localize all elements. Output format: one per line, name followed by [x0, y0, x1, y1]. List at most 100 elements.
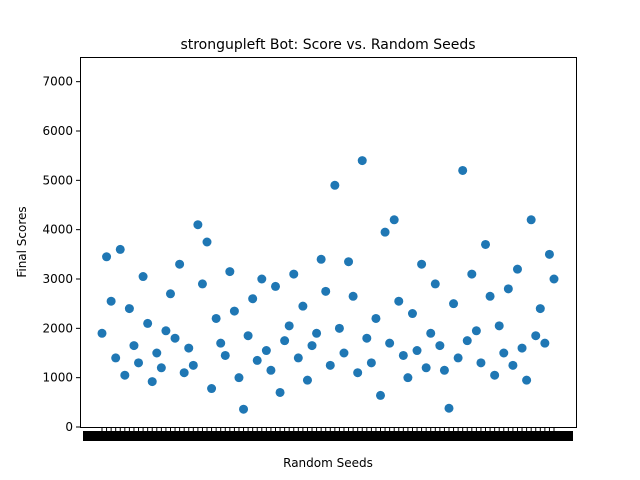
data-point [398, 350, 408, 360]
data-point [535, 304, 545, 314]
x-axis-label: Random Seeds [283, 456, 373, 470]
y-tick-label: 2000 [42, 321, 73, 335]
data-point [111, 353, 121, 363]
data-point [330, 180, 340, 190]
data-point [193, 220, 203, 230]
data-point [188, 360, 198, 370]
data-point [138, 272, 148, 282]
data-point [120, 370, 130, 380]
data-point [453, 353, 463, 363]
data-point [462, 336, 472, 346]
data-point [175, 259, 185, 269]
data-point [298, 301, 308, 311]
data-point [134, 358, 144, 368]
y-axis-label: Final Scores [15, 206, 29, 277]
data-point [394, 296, 404, 306]
data-point [403, 373, 413, 383]
data-point [376, 390, 386, 400]
x-tick-labels-overlapping [83, 431, 573, 441]
data-point [184, 343, 194, 353]
data-point [481, 239, 491, 249]
data-point [366, 358, 376, 368]
data-points [97, 156, 559, 414]
data-point [449, 299, 459, 309]
y-tick-label: 7000 [42, 75, 73, 89]
data-point [270, 281, 280, 291]
data-point [106, 296, 116, 306]
data-point [426, 328, 436, 338]
data-point [97, 328, 107, 338]
data-point [266, 365, 276, 375]
data-point [124, 304, 134, 314]
y-tick-label: 4000 [42, 223, 73, 237]
data-point [421, 363, 431, 373]
data-point [499, 348, 509, 358]
data-point [115, 244, 125, 254]
data-point [344, 257, 354, 267]
data-point [540, 338, 550, 348]
data-point [339, 348, 349, 358]
data-point [239, 404, 249, 414]
data-point [503, 284, 513, 294]
data-point [220, 350, 230, 360]
plot-frame [80, 57, 577, 428]
data-point [302, 375, 312, 385]
data-point [234, 373, 244, 383]
data-point [257, 274, 267, 284]
data-point [348, 291, 358, 301]
data-point [207, 384, 217, 394]
data-point [357, 156, 367, 166]
data-point [362, 333, 372, 343]
y-tick-label: 3000 [42, 272, 73, 286]
data-point [129, 341, 139, 351]
data-point [248, 294, 258, 304]
data-point [467, 269, 477, 279]
data-point [389, 215, 399, 225]
data-point [353, 368, 363, 378]
data-point [412, 346, 422, 356]
data-point [490, 370, 500, 380]
data-point [544, 249, 554, 259]
data-point [531, 331, 541, 341]
data-point [325, 360, 335, 370]
data-point [202, 237, 212, 247]
data-point [143, 318, 153, 328]
data-point [321, 286, 331, 296]
data-point [284, 321, 294, 331]
data-point [476, 358, 486, 368]
data-point [371, 313, 381, 323]
data-point [225, 267, 235, 277]
data-point [293, 353, 303, 363]
data-point [508, 360, 518, 370]
data-point [435, 341, 445, 351]
data-point [170, 333, 180, 343]
data-point [156, 363, 166, 373]
data-point [165, 289, 175, 299]
data-point [179, 368, 189, 378]
data-point [229, 306, 239, 316]
data-point [417, 259, 427, 269]
data-point [444, 403, 454, 413]
data-point [517, 343, 527, 353]
data-point [385, 338, 395, 348]
y-tick-label: 0 [65, 420, 73, 434]
data-point [494, 321, 504, 331]
y-tick-label: 1000 [42, 371, 73, 385]
data-point [211, 313, 221, 323]
data-point [197, 279, 207, 289]
data-point [334, 323, 344, 333]
data-point [261, 346, 271, 356]
y-tick-label: 5000 [42, 173, 73, 187]
data-point [407, 309, 417, 319]
data-point [275, 387, 285, 397]
data-point [512, 264, 522, 274]
data-point [526, 215, 536, 225]
data-point [252, 355, 262, 365]
data-point [216, 338, 226, 348]
data-point [243, 331, 253, 341]
data-point [380, 227, 390, 237]
data-point [430, 279, 440, 289]
data-point [522, 375, 532, 385]
